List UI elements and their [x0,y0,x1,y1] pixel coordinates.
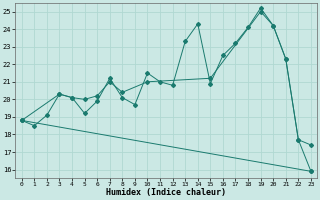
X-axis label: Humidex (Indice chaleur): Humidex (Indice chaleur) [106,188,226,197]
